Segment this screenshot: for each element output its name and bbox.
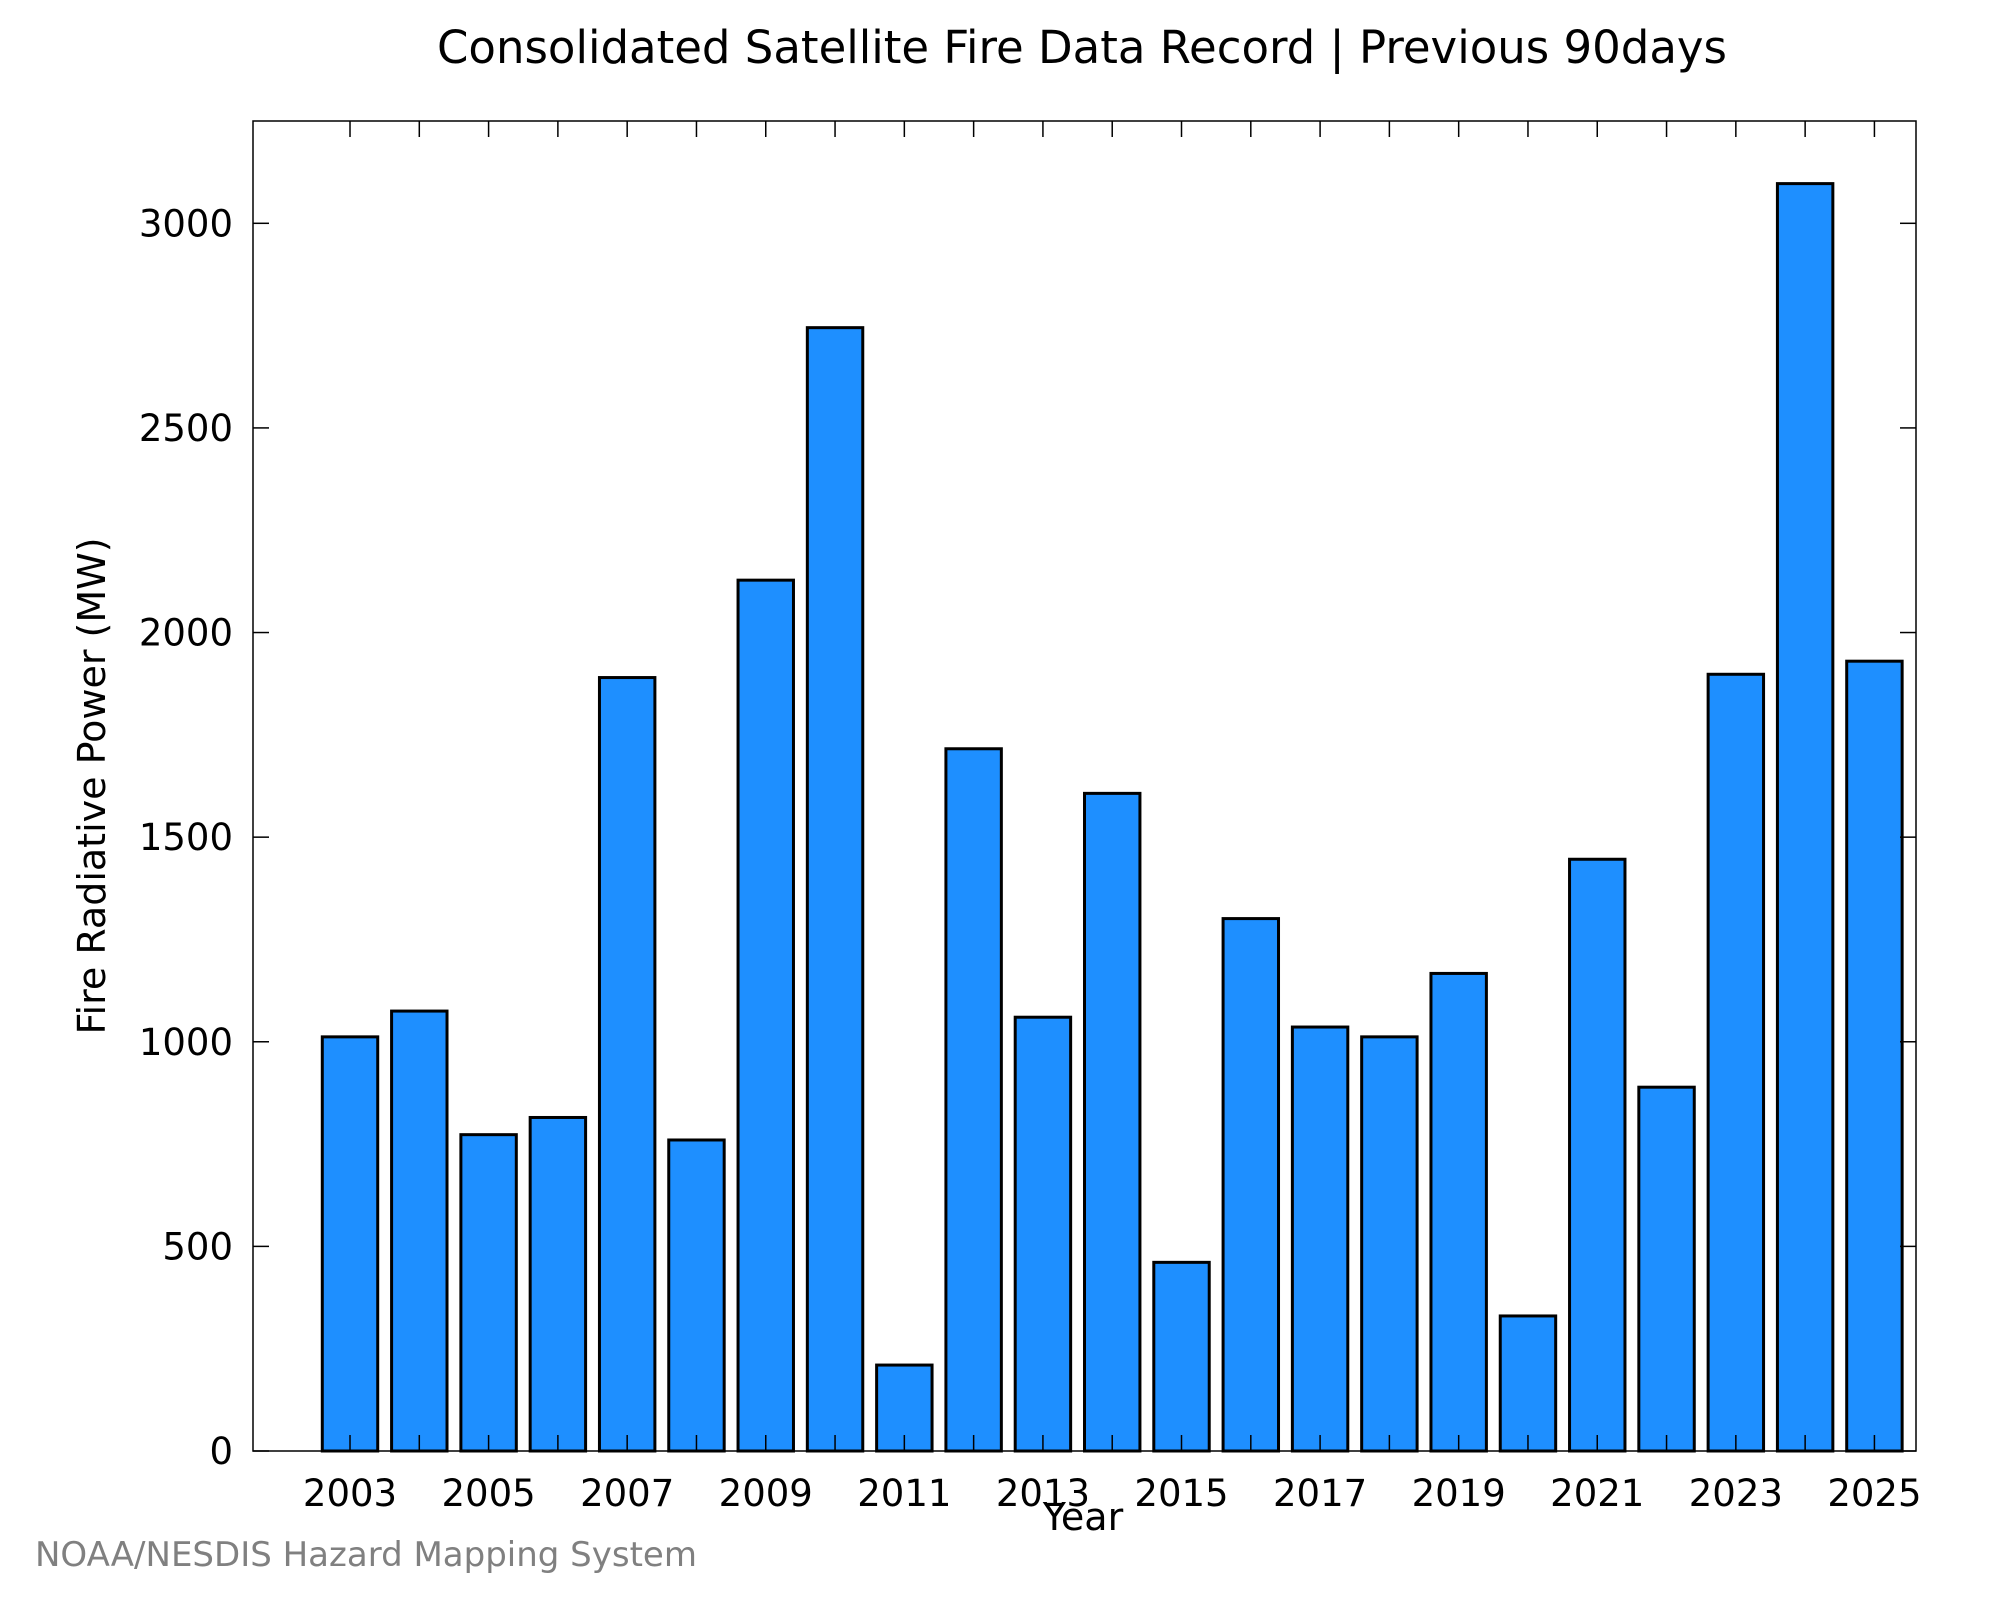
- y-tick-label-500: 500: [162, 1225, 233, 1268]
- bar-2020: [1498, 1314, 1558, 1453]
- y-tick-label-1000: 1000: [139, 1021, 233, 1064]
- x-tick-label-2025: 2025: [1827, 1472, 1921, 1515]
- bar-2016: [1221, 917, 1281, 1453]
- x-tick-label-2011: 2011: [857, 1472, 951, 1515]
- bars-group: [320, 182, 1904, 1453]
- y-axis-label: Fire Radiative Power (MW): [70, 537, 114, 1034]
- bar-2019: [1429, 971, 1488, 1453]
- x-tick-label-2015: 2015: [1134, 1472, 1228, 1515]
- bar-2004: [390, 1009, 449, 1453]
- bar-2008: [667, 1138, 726, 1453]
- y-tick-label-2000: 2000: [139, 612, 233, 655]
- y-tick-label-1500: 1500: [139, 816, 233, 859]
- bar-2015: [1152, 1260, 1211, 1453]
- y-tick-label-0: 0: [209, 1430, 233, 1473]
- bar-2014: [1083, 791, 1142, 1453]
- plot-frame: [252, 120, 1917, 1452]
- ticks-group: 0 500 1000 1500 2000 2500 3000 2003 2005 2007 2009…: [139, 121, 1922, 1515]
- bar-2009: [736, 578, 795, 1453]
- y-tick-label-2500: 2500: [139, 407, 233, 450]
- x-tick-label-2007: 2007: [580, 1472, 674, 1515]
- bar-2003: [320, 1035, 380, 1453]
- x-axis-label: Year: [1042, 1495, 1124, 1539]
- bar-2021: [1568, 857, 1627, 1453]
- bar-2017: [1290, 1025, 1350, 1453]
- x-tick-label-2019: 2019: [1412, 1472, 1506, 1515]
- x-tick-label-2023: 2023: [1689, 1472, 1783, 1515]
- bar-2024: [1775, 182, 1835, 1453]
- x-tick-label-2021: 2021: [1550, 1472, 1644, 1515]
- chart-title: Consolidated Satellite Fire Data Record …: [437, 21, 1727, 74]
- bar-2023: [1706, 672, 1766, 1453]
- bar-2012: [944, 747, 1003, 1453]
- x-tick-label-2009: 2009: [719, 1472, 813, 1515]
- y-tick-label-3000: 3000: [139, 202, 233, 245]
- x-tick-label-2005: 2005: [442, 1472, 536, 1515]
- bar-2005: [459, 1133, 518, 1453]
- bar-2013: [1013, 1015, 1073, 1453]
- x-tick-label-2013: 2013: [996, 1472, 1090, 1515]
- bar-2022: [1637, 1085, 1696, 1453]
- bar-2007: [597, 676, 657, 1453]
- bar-2018: [1360, 1035, 1419, 1453]
- x-tick-label-2017: 2017: [1273, 1472, 1367, 1515]
- bar-2025: [1845, 659, 1904, 1453]
- bar-2010: [805, 326, 865, 1453]
- source-footer: NOAA/NESDIS Hazard Mapping System: [35, 1535, 697, 1575]
- bar-2006: [528, 1115, 588, 1453]
- x-tick-label-2003: 2003: [303, 1472, 397, 1515]
